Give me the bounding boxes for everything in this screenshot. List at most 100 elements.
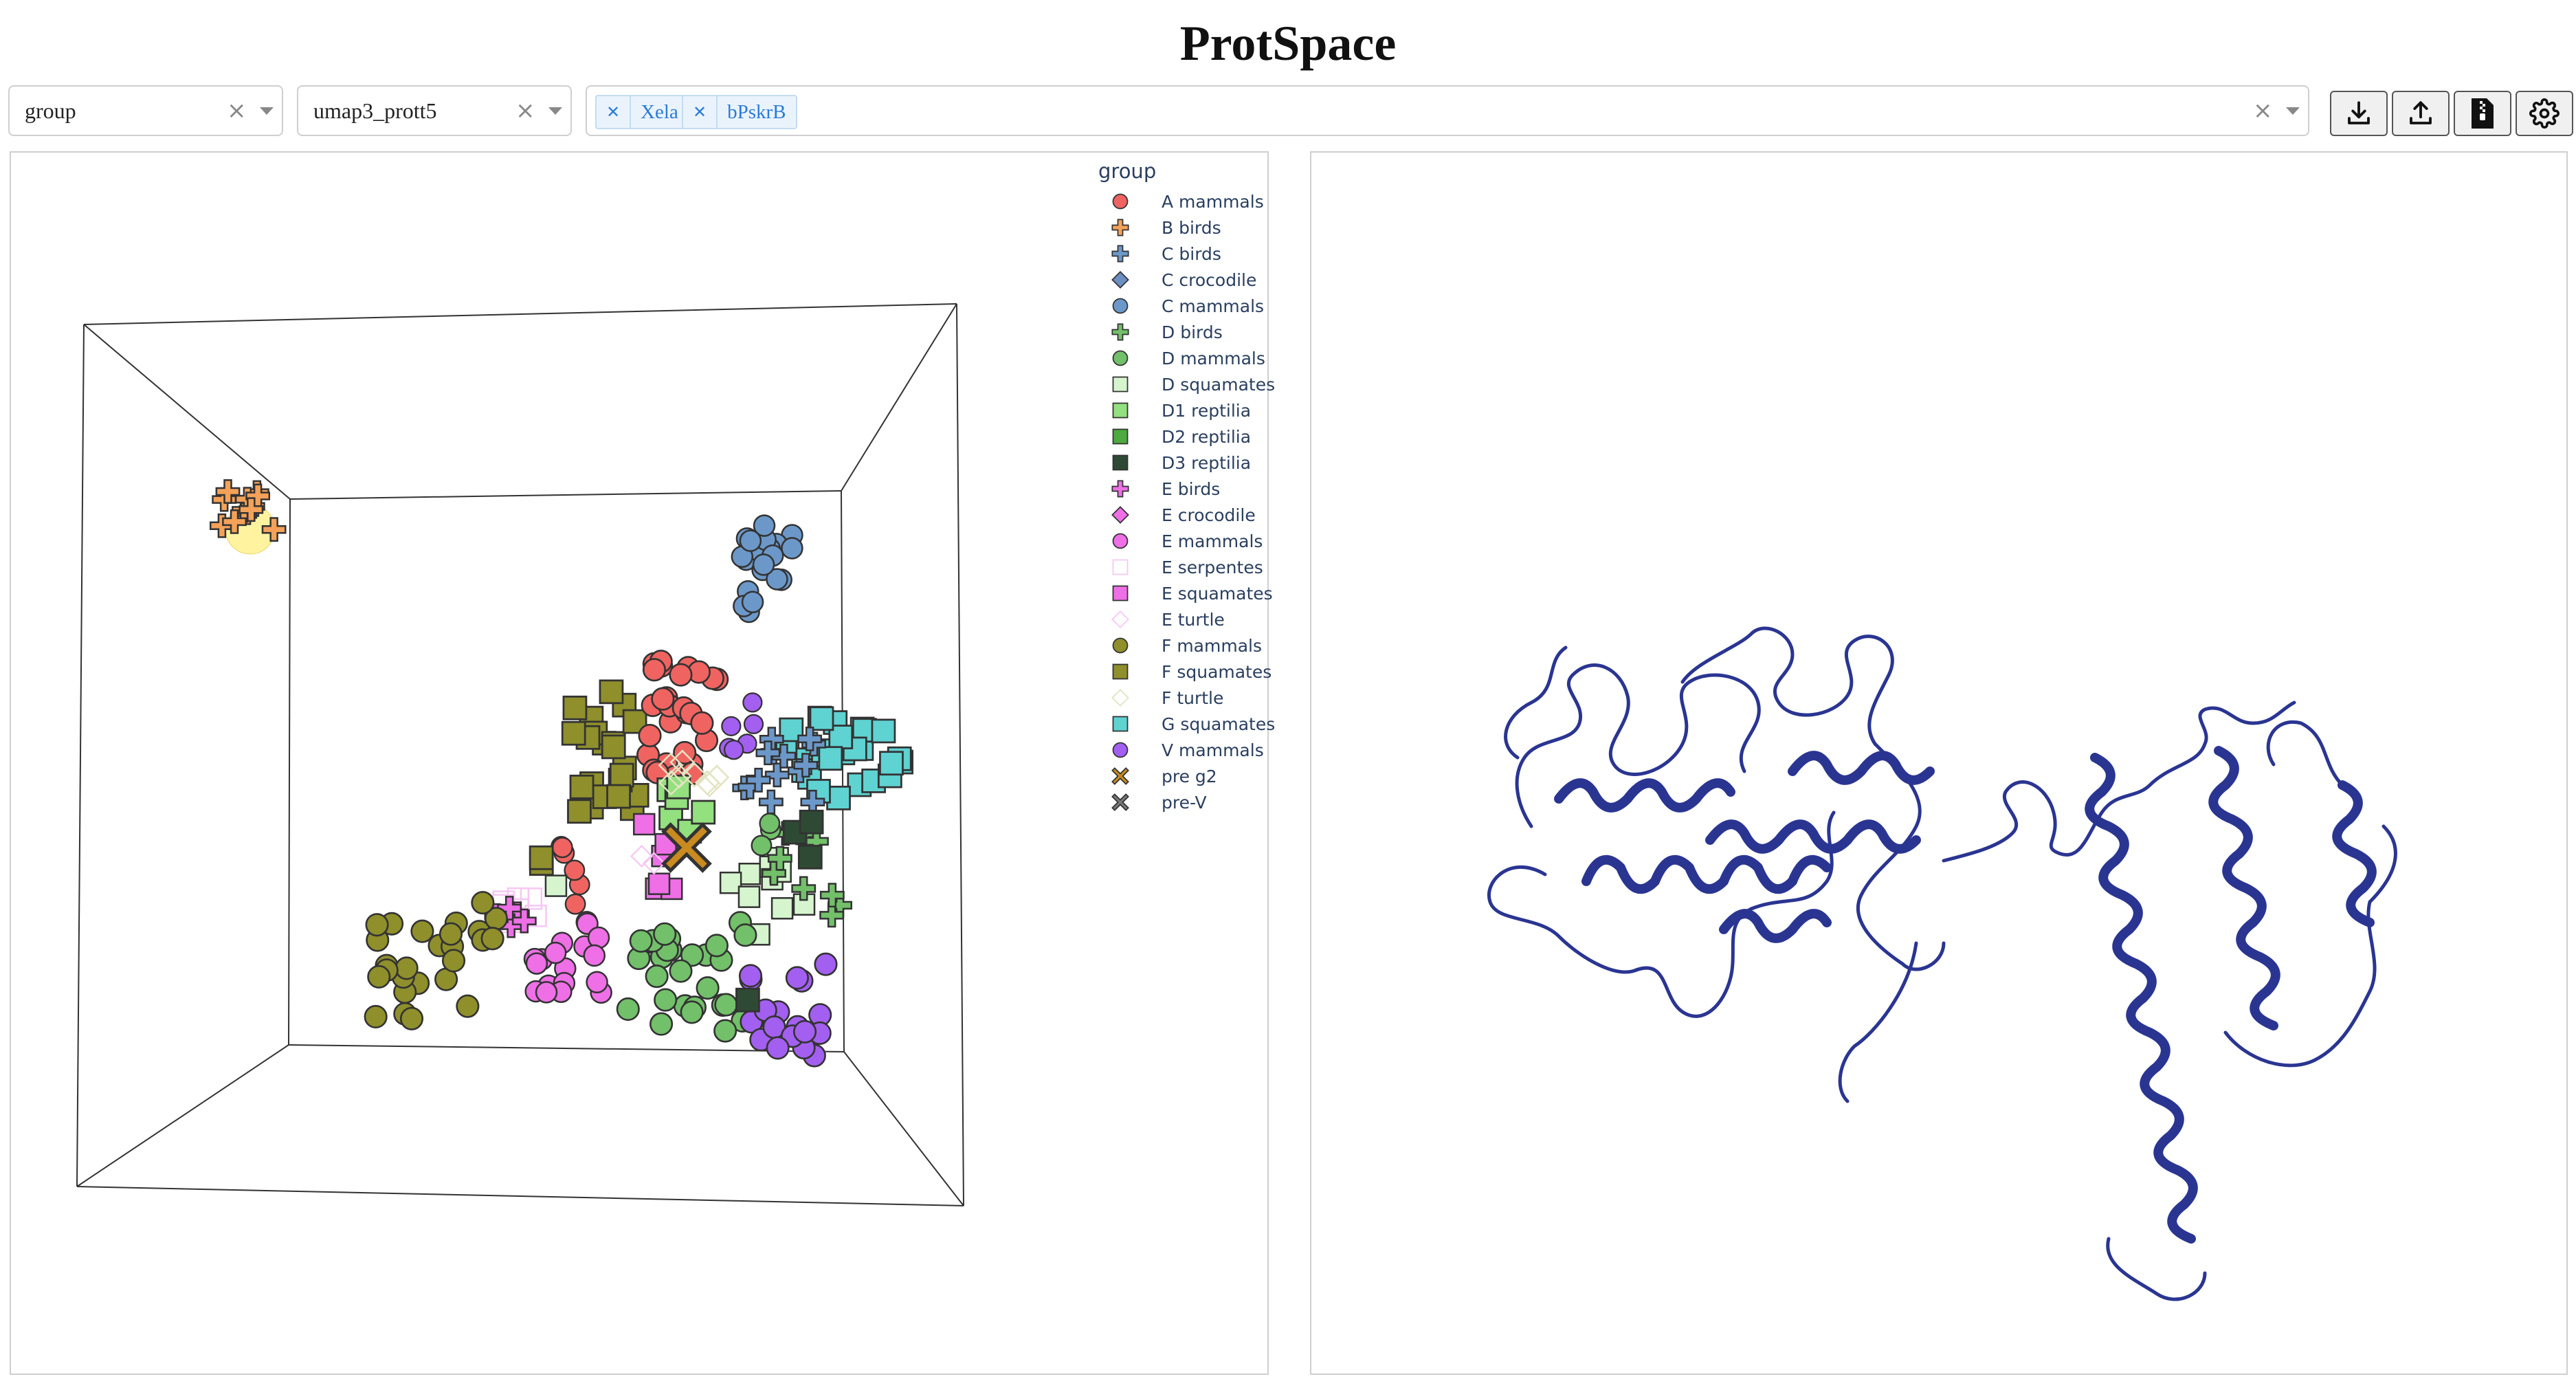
data-point[interactable] <box>551 837 573 859</box>
protein-structure-ribbons[interactable] <box>1311 153 2566 1374</box>
legend-item[interactable]: D squamates <box>1111 371 1275 397</box>
legend-item[interactable]: A mammals <box>1111 188 1264 214</box>
data-point[interactable] <box>367 964 391 989</box>
data-point[interactable] <box>638 724 662 748</box>
data-point[interactable] <box>690 711 714 735</box>
data-point[interactable] <box>630 844 654 868</box>
data-point[interactable] <box>766 1036 790 1060</box>
protein-clear-icon[interactable]: × <box>2253 97 2273 124</box>
data-point[interactable] <box>799 809 824 835</box>
legend-item[interactable]: B birds <box>1111 214 1262 241</box>
data-point[interactable] <box>569 774 595 799</box>
data-point[interactable] <box>767 846 792 871</box>
data-point[interactable] <box>520 887 543 910</box>
data-point[interactable] <box>364 1004 388 1029</box>
data-point[interactable] <box>791 876 817 901</box>
legend-item[interactable]: F squamates <box>1111 659 1272 685</box>
legend-item[interactable]: E squamates <box>1111 580 1273 606</box>
data-point[interactable] <box>395 956 419 980</box>
data-point[interactable] <box>721 716 742 736</box>
data-point[interactable] <box>661 822 712 873</box>
protein-search-select[interactable]: ✕ Xela ✕ bPskrB × <box>586 85 2309 136</box>
data-point[interactable] <box>797 726 823 751</box>
data-point[interactable] <box>814 952 838 976</box>
data-point[interactable] <box>647 872 671 895</box>
legend-item[interactable]: E turtle <box>1111 606 1262 632</box>
data-point[interactable] <box>562 695 588 720</box>
protein-chevron-down-icon[interactable] <box>2286 107 2300 115</box>
legend-item[interactable]: E serpentes <box>1111 554 1263 580</box>
data-point[interactable] <box>743 714 764 734</box>
legend-item[interactable]: F mammals <box>1111 632 1262 659</box>
data-point[interactable] <box>792 1019 817 1044</box>
legend-item[interactable]: E mammals <box>1111 528 1263 554</box>
data-point[interactable] <box>746 767 771 793</box>
data-point[interactable] <box>755 740 781 766</box>
data-point[interactable] <box>797 844 823 870</box>
data-point[interactable] <box>583 944 606 967</box>
data-point[interactable] <box>680 943 704 967</box>
data-point[interactable] <box>739 529 762 552</box>
data-point[interactable] <box>629 929 653 953</box>
data-point[interactable] <box>649 1012 674 1036</box>
data-point[interactable] <box>529 845 554 870</box>
legend-item[interactable]: E birds <box>1111 476 1262 502</box>
data-point[interactable] <box>410 919 434 943</box>
data-point[interactable] <box>601 734 626 760</box>
download-file-button[interactable] <box>2454 91 2511 136</box>
data-point[interactable] <box>758 789 784 815</box>
data-point[interactable] <box>751 835 773 857</box>
data-point[interactable] <box>752 553 775 576</box>
data-point[interactable] <box>511 908 537 934</box>
settings-button[interactable] <box>2516 91 2573 136</box>
legend-item[interactable]: C crocodile <box>1111 267 1262 293</box>
data-point[interactable] <box>564 859 586 881</box>
data-point[interactable] <box>680 1000 704 1024</box>
data-point[interactable] <box>713 1019 737 1043</box>
data-point[interactable] <box>642 852 666 875</box>
legend-item[interactable]: D1 reptilia <box>1111 397 1262 423</box>
data-point[interactable] <box>238 497 264 522</box>
legend-item[interactable]: C birds <box>1111 241 1262 267</box>
data-point[interactable] <box>645 964 669 989</box>
feature-clear-icon[interactable]: × <box>227 97 247 124</box>
data-point[interactable] <box>632 813 656 836</box>
data-point[interactable] <box>599 679 624 705</box>
data-point[interactable] <box>809 706 834 731</box>
legend-item[interactable]: V mammals <box>1111 737 1264 763</box>
feature-dropdown[interactable]: group × <box>8 85 283 136</box>
data-point[interactable] <box>764 762 790 788</box>
data-point[interactable] <box>669 663 693 687</box>
data-point[interactable] <box>561 720 586 746</box>
data-point[interactable] <box>735 987 760 1013</box>
projection-chevron-down-icon[interactable] <box>548 107 562 115</box>
data-point[interactable] <box>642 658 667 682</box>
data-point[interactable] <box>781 537 803 560</box>
data-point[interactable] <box>879 751 904 776</box>
data-point[interactable] <box>567 799 592 824</box>
structure-viewer-panel[interactable] <box>1310 151 2568 1375</box>
data-point[interactable] <box>222 509 247 534</box>
data-point[interactable] <box>759 813 781 835</box>
legend-item[interactable]: D mammals <box>1111 345 1265 371</box>
data-point[interactable] <box>215 479 241 504</box>
data-point[interactable] <box>742 692 763 713</box>
data-point[interactable] <box>737 885 761 908</box>
data-point[interactable] <box>738 862 761 885</box>
projection-dropdown[interactable]: umap3_prott5 × <box>297 85 572 136</box>
legend-item[interactable]: E crocodile <box>1111 502 1262 528</box>
data-point[interactable] <box>564 893 586 915</box>
data-point[interactable] <box>525 952 548 975</box>
legend-item[interactable]: C mammals <box>1111 293 1264 319</box>
data-point[interactable] <box>535 981 558 1004</box>
data-point[interactable] <box>682 762 707 788</box>
data-point[interactable] <box>609 762 634 788</box>
feature-chevron-down-icon[interactable] <box>260 107 274 115</box>
data-point[interactable] <box>738 964 763 988</box>
remove-tag-icon[interactable]: ✕ <box>597 96 632 128</box>
data-point[interactable] <box>753 514 776 537</box>
data-point[interactable] <box>544 874 568 897</box>
data-point[interactable] <box>826 785 851 810</box>
legend-item[interactable]: D2 reptilia <box>1111 423 1262 450</box>
data-point[interactable] <box>696 772 722 797</box>
